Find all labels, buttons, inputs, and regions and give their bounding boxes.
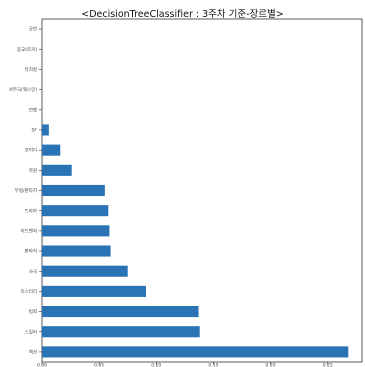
bar — [42, 205, 109, 217]
y-tick-labels: 액션 스릴러 범죄 미스터리 사극 판타지 어드벤처 드라마 무협/판타지 학원 코미디 SF 전쟁 서부… — [9, 26, 42, 356]
y-tick-label: SF — [32, 128, 38, 134]
bar — [42, 225, 110, 237]
bar — [42, 184, 105, 197]
x-tick-label: 0.10 — [151, 363, 161, 367]
bar — [42, 144, 61, 156]
y-tick-label: 어드벤처 — [20, 227, 37, 234]
x-tick-label: 0.05 — [94, 363, 104, 367]
y-tick-label: 사극 — [29, 268, 37, 275]
bar — [42, 124, 49, 136]
bar — [42, 164, 72, 176]
x-tick-label: 0.00 — [37, 363, 47, 367]
y-tick-label: 종교(토커) — [17, 46, 37, 53]
y-tick-label: 액션 — [29, 349, 37, 356]
y-tick-label: 범죄 — [29, 308, 37, 315]
y-tick-label: 코미디 — [25, 147, 37, 154]
x-tick-label: 0.20 — [266, 363, 276, 367]
x-tick-label: 0.25 — [323, 363, 333, 367]
bar — [42, 326, 200, 338]
y-tick-label: 무협/판타지 — [15, 187, 37, 194]
x-ticks: 0.00 0.05 0.10 0.15 0.20 0.25 — [37, 362, 333, 367]
y-tick-label: 서부극(웨스턴) — [9, 86, 38, 93]
y-tick-label: 전쟁 — [29, 106, 37, 113]
y-tick-label: 판타지 — [25, 248, 37, 255]
bars-group — [42, 124, 349, 358]
bar — [42, 245, 111, 257]
chart-title: <DecisionTreeClassifier : 3주차 기준-장르별> — [81, 9, 284, 20]
bar — [42, 346, 349, 358]
y-tick-label: 드라마 — [25, 207, 38, 214]
y-tick-label: 학원 — [29, 167, 37, 174]
y-tick-label: 스릴러 — [25, 328, 37, 335]
y-tick-label: 미스터리 — [20, 288, 37, 295]
y-tick-label: 공연 — [29, 26, 37, 33]
bar — [42, 306, 199, 318]
bar — [42, 265, 128, 277]
x-tick-label: 0.15 — [208, 363, 218, 367]
bar — [42, 285, 146, 297]
y-tick-label: 뮤지컬 — [25, 66, 37, 73]
